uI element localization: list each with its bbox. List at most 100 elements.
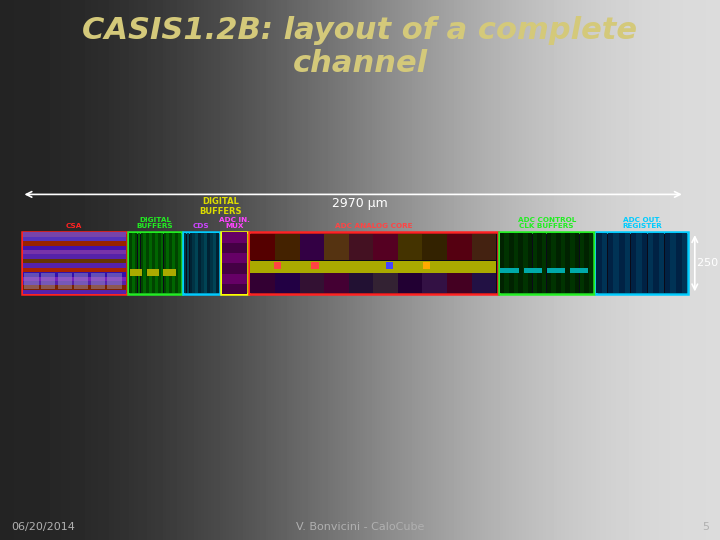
Bar [23, 281, 125, 286]
Text: CSA: CSA [66, 224, 83, 230]
Bar [542, 233, 546, 293]
Bar [570, 233, 575, 293]
Bar [509, 233, 513, 293]
Bar [23, 254, 125, 259]
Bar [348, 234, 373, 260]
Bar [221, 232, 248, 294]
Text: 250 µm: 250 µm [697, 258, 720, 268]
Bar [161, 233, 163, 293]
Bar [23, 259, 125, 263]
Bar [23, 276, 125, 281]
Bar [472, 234, 496, 260]
Bar [546, 268, 565, 273]
Bar [129, 233, 132, 293]
Bar [222, 242, 247, 253]
Bar [251, 273, 275, 293]
Bar [556, 233, 560, 293]
Bar [204, 233, 207, 293]
Text: ADC ANALOG CORE: ADC ANALOG CORE [335, 224, 412, 230]
Bar [348, 273, 373, 293]
Bar [518, 233, 523, 293]
Bar [561, 233, 565, 293]
Bar [147, 269, 159, 275]
Text: CASIS1.2B: layout of a complete
channel: CASIS1.2B: layout of a complete channel [83, 16, 637, 78]
Bar [91, 273, 105, 289]
Bar [183, 232, 220, 294]
Bar [163, 233, 166, 293]
Bar [23, 263, 125, 268]
Bar [152, 233, 155, 293]
Bar [251, 234, 275, 260]
Bar [682, 233, 688, 293]
Bar [300, 273, 324, 293]
Bar [533, 233, 537, 293]
Bar [631, 233, 636, 293]
Bar [138, 233, 140, 293]
Bar [22, 232, 127, 294]
Bar [172, 233, 175, 293]
Bar [552, 233, 556, 293]
Bar [324, 273, 348, 293]
Bar [23, 232, 125, 237]
Bar [648, 233, 653, 293]
Bar [575, 233, 580, 293]
Bar [41, 273, 55, 289]
Bar [653, 233, 659, 293]
Bar [447, 234, 472, 260]
Bar [447, 273, 472, 293]
Bar [602, 233, 608, 293]
Bar [143, 233, 146, 293]
Bar [324, 234, 348, 260]
Bar [207, 233, 210, 293]
Text: 5: 5 [702, 522, 709, 532]
Bar [386, 262, 393, 269]
Bar [210, 233, 213, 293]
Bar [505, 233, 509, 293]
Bar [249, 232, 498, 294]
Text: ADC CONTROL
CLK BUFFERS: ADC CONTROL CLK BUFFERS [518, 217, 576, 230]
Bar [175, 233, 178, 293]
Bar [589, 233, 593, 293]
Bar [186, 233, 189, 293]
Bar [146, 233, 149, 293]
Bar [423, 262, 431, 269]
Bar [423, 273, 447, 293]
Bar [192, 233, 195, 293]
Text: DIGITAL
BUFFERS: DIGITAL BUFFERS [137, 217, 174, 230]
Bar [676, 233, 682, 293]
Bar [222, 274, 247, 284]
Bar [373, 273, 398, 293]
Bar [300, 234, 324, 260]
Bar [58, 273, 72, 289]
Bar [222, 253, 247, 263]
Text: 06/20/2014: 06/20/2014 [11, 522, 75, 532]
Bar [636, 233, 642, 293]
Bar [158, 233, 161, 293]
Bar [189, 233, 192, 293]
Bar [311, 262, 318, 269]
Bar [398, 234, 423, 260]
Bar [275, 234, 300, 260]
Bar [23, 286, 125, 290]
Bar [130, 269, 143, 275]
Bar [565, 233, 570, 293]
Bar [373, 234, 398, 260]
Bar [184, 233, 186, 293]
Text: ADC OUT.
REGISTER: ADC OUT. REGISTER [622, 217, 662, 230]
Bar [23, 268, 125, 272]
Bar [107, 273, 122, 289]
Bar [135, 233, 138, 293]
Bar [23, 241, 125, 246]
Bar [178, 233, 181, 293]
Bar [222, 263, 247, 274]
Text: V. Bonvicini - CaloCube: V. Bonvicini - CaloCube [296, 522, 424, 532]
Bar [213, 233, 216, 293]
Bar [665, 233, 670, 293]
Bar [222, 232, 247, 242]
Text: ADC IN.
MUX: ADC IN. MUX [219, 217, 250, 230]
Bar [202, 233, 204, 293]
Bar [155, 233, 158, 293]
Bar [528, 233, 532, 293]
Bar [23, 272, 125, 276]
Bar [166, 233, 169, 293]
